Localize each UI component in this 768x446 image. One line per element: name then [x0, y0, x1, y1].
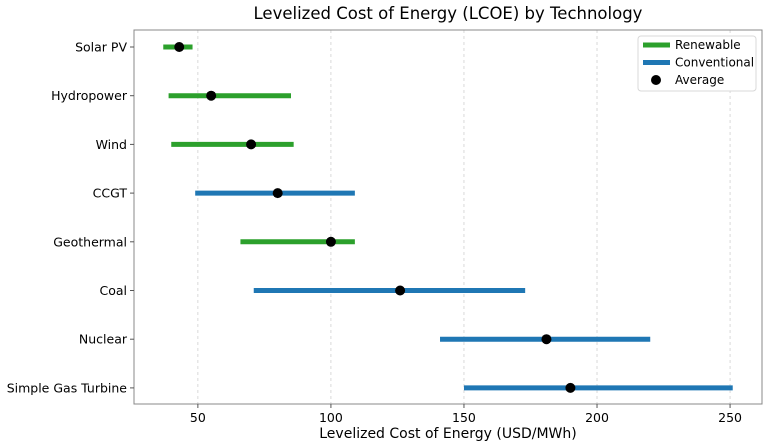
chart-title: Levelized Cost of Energy (LCOE) by Techn…	[254, 4, 643, 23]
x-tick-label: 200	[585, 410, 609, 425]
plot-marks	[163, 42, 733, 393]
average-dot-wind	[246, 139, 257, 150]
x-axis: 50 100 150 200 250	[190, 404, 742, 425]
grid-lines	[197, 30, 731, 404]
average-dot-simple-gas-turbine	[565, 382, 576, 393]
average-dot-ccgt	[272, 188, 283, 199]
y-tick-label: Simple Gas Turbine	[7, 380, 128, 395]
x-axis-label: Levelized Cost of Energy (USD/MWh)	[319, 426, 576, 442]
y-tick-label: Wind	[96, 137, 127, 152]
average-dot-geothermal	[325, 236, 336, 247]
x-tick-label: 50	[190, 410, 206, 425]
average-dot-solar-pv	[174, 42, 185, 52]
legend-box	[637, 35, 757, 92]
legend-label-renewable: Renewable	[675, 38, 741, 52]
y-tick-label: Nuclear	[79, 332, 128, 347]
plot-frame	[133, 29, 763, 405]
legend-label-average: Average	[675, 73, 724, 87]
y-tick-label: Solar PV	[75, 40, 127, 55]
y-tick-label: Geothermal	[53, 234, 127, 249]
legend: Renewable Conventional Average	[637, 35, 757, 92]
y-axis: Solar PV Hydropower Wind CCGT Geothermal Coal…	[7, 40, 134, 395]
x-tick-label: 250	[718, 410, 742, 425]
y-tick-label: CCGT	[93, 186, 128, 201]
average-dot-hydropower	[206, 90, 217, 101]
y-tick-label: Coal	[99, 283, 127, 298]
x-tick-label: 150	[452, 410, 476, 425]
legend-label-conventional: Conventional	[675, 56, 754, 70]
average-dot-coal	[395, 285, 406, 296]
y-tick-label: Hydropower	[51, 88, 128, 103]
average-dot-nuclear	[541, 334, 552, 345]
x-tick-label: 100	[319, 410, 343, 425]
legend-swatch-average	[651, 75, 661, 85]
